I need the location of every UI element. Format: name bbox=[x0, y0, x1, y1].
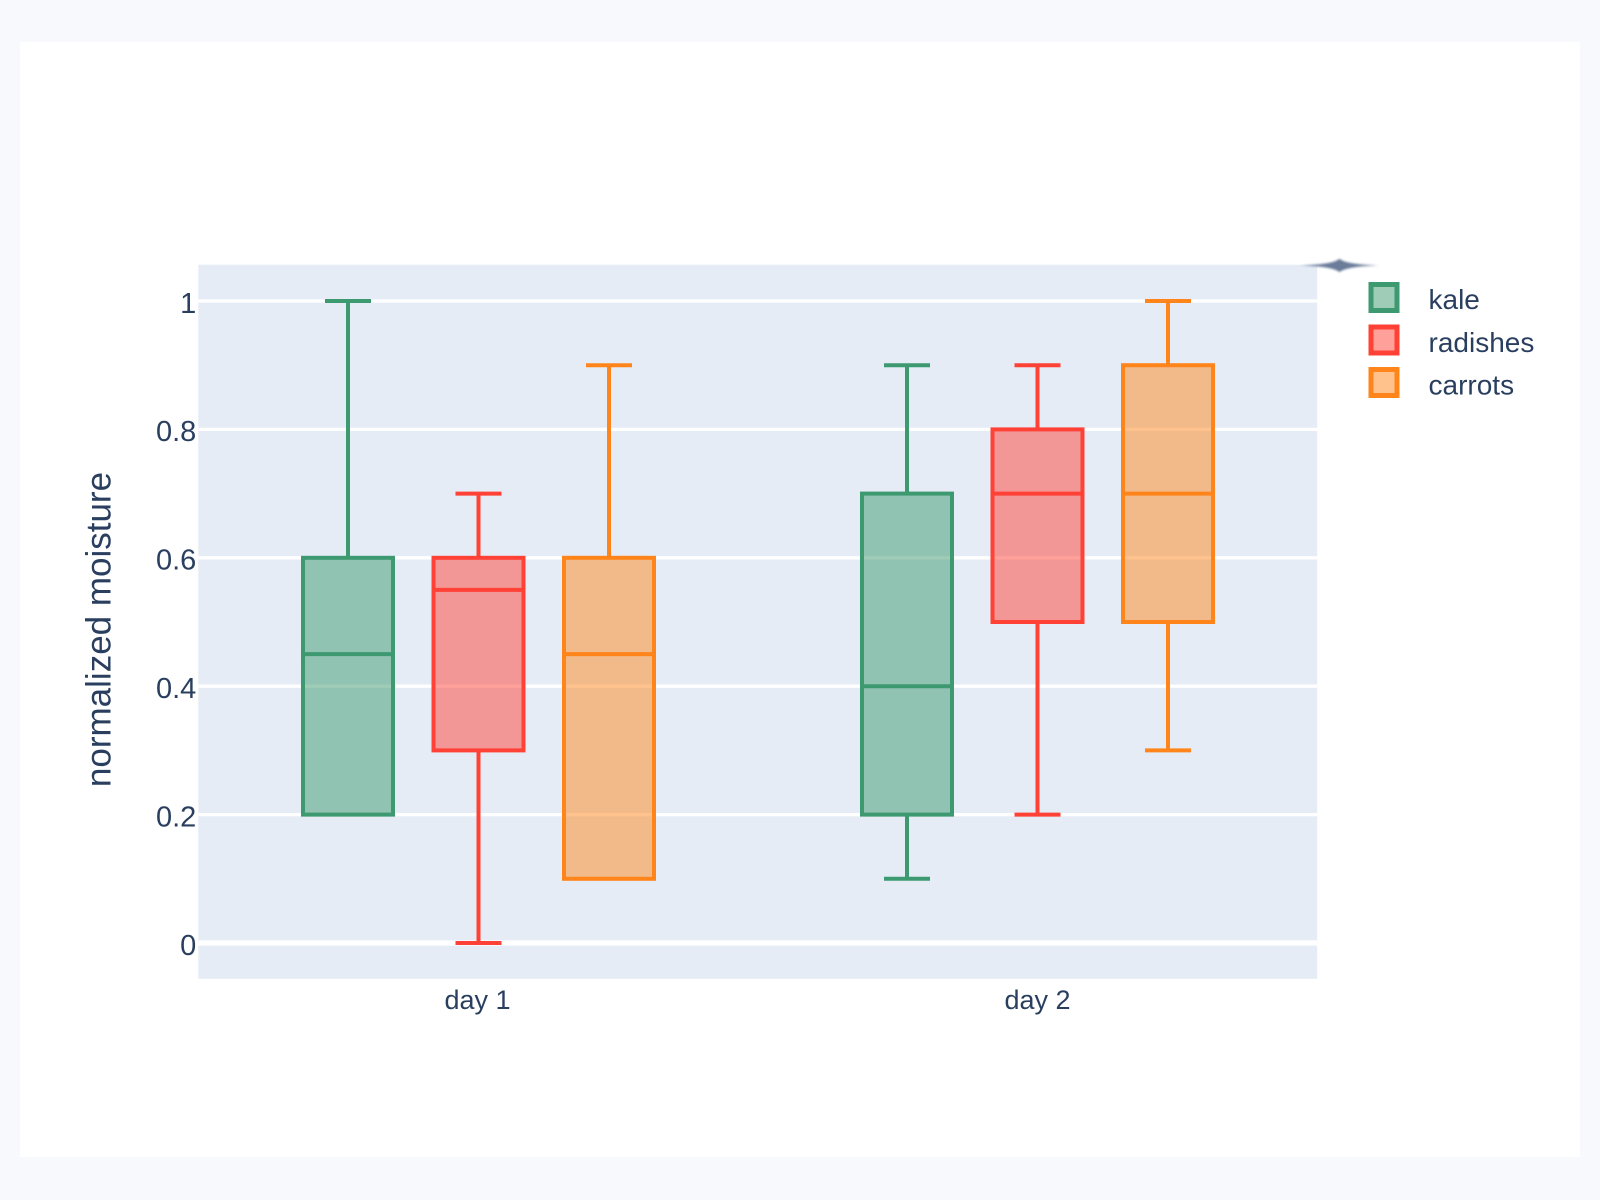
svg-text:0.8: 0.8 bbox=[156, 416, 196, 448]
svg-text:day 1: day 1 bbox=[444, 985, 510, 1015]
svg-text:radishes: radishes bbox=[1429, 327, 1535, 358]
svg-text:day 2: day 2 bbox=[1004, 985, 1070, 1015]
svg-text:carrots: carrots bbox=[1429, 369, 1515, 400]
svg-text:1: 1 bbox=[180, 288, 196, 320]
svg-text:0.6: 0.6 bbox=[156, 545, 196, 577]
svg-text:kale: kale bbox=[1429, 284, 1480, 315]
svg-text:0: 0 bbox=[180, 930, 196, 962]
svg-text:normalized moisture: normalized moisture bbox=[80, 472, 119, 787]
svg-text:0.4: 0.4 bbox=[156, 673, 196, 705]
svg-text:0.2: 0.2 bbox=[156, 801, 196, 833]
